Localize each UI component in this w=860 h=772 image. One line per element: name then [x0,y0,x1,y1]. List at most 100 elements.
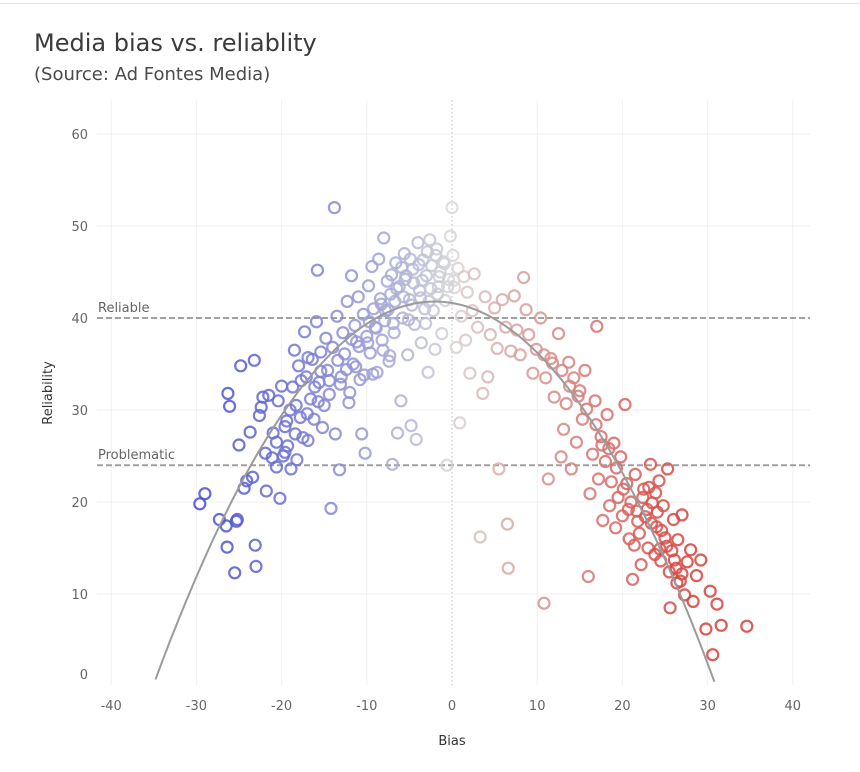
data-point [322,387,336,401]
data-point [428,342,442,356]
data-point [369,321,383,335]
data-point [481,370,495,384]
data-point [643,457,658,471]
data-point [385,457,399,471]
data-point [471,320,485,334]
data-point [390,426,405,440]
data-point [333,377,347,391]
data-point [699,622,713,636]
data-point [440,458,454,472]
data-point [686,594,700,609]
reference-label: Reliable [98,301,150,316]
data-point [583,487,597,501]
data-point [262,388,276,402]
data-point [411,236,425,250]
data-point [271,394,285,408]
data-point [660,539,674,553]
grid-lines [97,100,810,685]
data-point [292,359,306,373]
data-point [269,435,284,449]
data-point [384,268,399,282]
axis-ticks: -40 -30 -20 -10 0 10 20 30 40 0 10 20 30 40 50 60 [71,128,801,714]
data-point [460,285,474,299]
data-point [304,392,318,406]
data-point [467,267,481,281]
data-point [373,292,387,306]
data-point [311,395,325,409]
data-point [273,491,287,505]
data-point [386,316,400,331]
data-point [448,281,462,295]
data-point [522,328,536,342]
data-point [501,561,515,575]
y-tick-label: 10 [71,588,88,603]
data-point [624,495,638,509]
data-point [269,460,284,474]
data-point [278,445,292,459]
data-point [648,486,663,500]
data-point [614,450,628,464]
y-tick-label: 50 [71,220,88,235]
data-point [331,353,345,367]
data-point [616,482,630,496]
data-point [361,336,375,350]
data-point [308,380,322,394]
data-point [249,559,263,574]
data-point [310,263,324,277]
data-point [636,490,650,504]
data-point [556,422,571,436]
data-point [564,462,578,476]
data-point [230,512,244,527]
data-point [526,366,540,380]
data-point [401,348,415,362]
data-point [516,270,531,285]
data-point [223,399,237,413]
data-point [286,380,300,394]
data-point [298,325,312,339]
data-point [602,442,616,456]
data-point [360,329,374,343]
data-point [332,463,347,477]
data-point [247,353,261,367]
data-point [301,433,315,447]
data-point [513,348,527,362]
data-point [328,427,342,441]
data-point [301,351,315,365]
data-point [714,618,728,632]
data-point [382,354,396,368]
data-point [453,416,467,430]
data-point [357,368,371,382]
data-point [445,201,459,215]
data-point [671,533,685,547]
data-point [454,309,468,323]
data-point [288,427,302,441]
data-point [551,327,566,341]
data-point [377,231,391,245]
data-point [383,349,397,363]
data-point [387,326,401,340]
y-tick-label: 40 [71,312,88,327]
data-point [488,301,502,315]
data-point [740,619,754,633]
data-point [396,290,410,304]
data-point [338,347,352,361]
data-point [300,407,314,421]
data-point [412,258,426,272]
data-point [507,289,521,303]
data-point [372,252,386,266]
data-point [278,420,292,434]
data-point [290,453,304,467]
data-point [473,530,487,544]
data-point [554,450,568,464]
data-point [602,499,617,513]
reference-lines [97,317,810,467]
data-point [355,427,369,441]
data-point [706,648,720,662]
data-point [492,462,506,476]
data-point [443,229,457,243]
data-point [252,408,266,423]
data-point [585,447,600,461]
data-point [281,439,295,453]
data-point [198,487,212,501]
data-point [677,588,692,602]
